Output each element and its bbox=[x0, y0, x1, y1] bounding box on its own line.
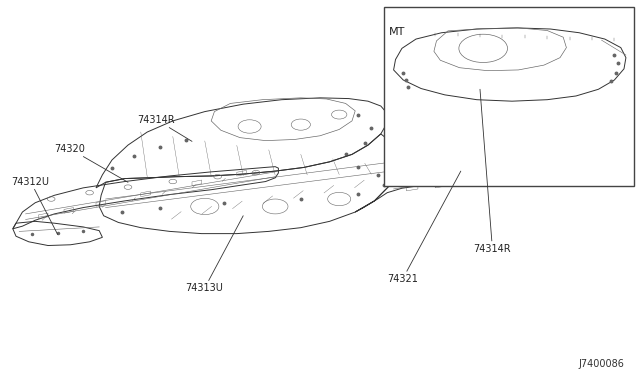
Text: 74320: 74320 bbox=[54, 144, 128, 182]
Text: 74314R: 74314R bbox=[474, 89, 511, 254]
Text: 74313U: 74313U bbox=[186, 216, 243, 293]
Text: J7400086: J7400086 bbox=[578, 359, 624, 369]
Text: 74321: 74321 bbox=[387, 171, 461, 284]
Text: MT: MT bbox=[389, 27, 406, 37]
Bar bbox=[384, 7, 634, 186]
Text: 74312U: 74312U bbox=[12, 177, 58, 234]
Text: 74314R: 74314R bbox=[138, 115, 192, 141]
